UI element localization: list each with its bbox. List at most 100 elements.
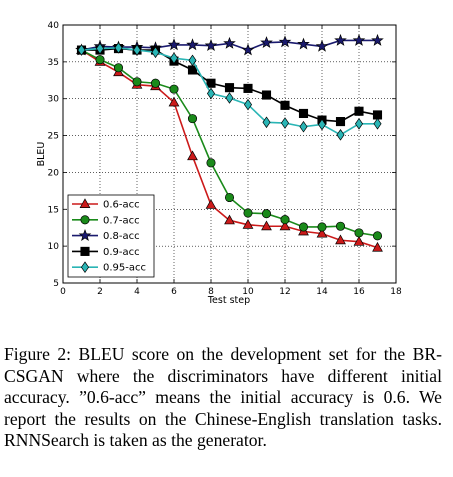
y-tick-label: 40	[48, 21, 60, 31]
legend-entry-0-95-acc: 0.95-acc	[72, 261, 146, 274]
y-tick-label: 30	[48, 95, 60, 105]
plot-frame	[62, 24, 397, 284]
x-tick-label: 18	[390, 287, 402, 297]
axis-ticks: 0 2 4 6 8 10 12 14 16 18 5 10 15 20 25 30 35 40	[48, 21, 402, 297]
data-point-0-9-acc	[372, 110, 383, 120]
x-tick-label: 16	[353, 287, 365, 297]
data-point-0-9-acc	[354, 106, 364, 116]
legend-entry-0-6-acc: 0.6-acc	[72, 198, 140, 211]
legend-marker	[78, 228, 92, 241]
data-point-0-7-acc	[280, 215, 290, 225]
x-tick-label: 4	[134, 287, 140, 297]
data-point-0-95-acc	[132, 44, 142, 56]
legend-entry-0-7-acc: 0.7-acc	[72, 215, 140, 226]
legend-marker	[80, 261, 90, 274]
data-point-0-6-acc	[261, 220, 272, 231]
data-point-0-6-acc	[242, 219, 254, 229]
data-point-0-8-acc	[352, 33, 366, 46]
y-axis-title: BLEU	[36, 142, 47, 167]
data-point-0-95-acc	[373, 117, 382, 130]
legend-marker	[79, 198, 91, 208]
legend-label: 0.7-acc	[103, 215, 140, 226]
data-point-0-9-acc	[280, 100, 290, 110]
legend-marker	[80, 215, 90, 225]
data-point-0-95-acc	[151, 46, 160, 59]
series-0-9-acc	[76, 44, 383, 127]
data-point-0-7-acc	[261, 209, 272, 219]
data-point-0-7-acc	[150, 78, 161, 88]
data-point-0-8-acc	[223, 36, 236, 49]
data-point-0-6-acc	[279, 220, 291, 231]
data-point-0-95-acc	[280, 117, 290, 129]
series-0-7-acc	[76, 45, 383, 241]
data-point-0-95-acc	[243, 98, 253, 111]
legend-label: 0.95-acc	[103, 263, 146, 274]
data-point-0-9-acc	[224, 83, 235, 93]
x-axis-title: Test step	[207, 295, 250, 306]
data-point-0-95-acc	[336, 129, 345, 141]
data-point-0-9-acc	[335, 117, 346, 127]
data-point-0-6-acc	[187, 150, 198, 161]
data-point-0-95-acc	[262, 116, 271, 129]
grid-lines	[63, 25, 396, 283]
data-point-0-9-acc	[261, 90, 272, 100]
legend-label: 0.6-acc	[103, 200, 140, 211]
data-point-0-7-acc	[95, 55, 105, 65]
x-tick-label: 6	[171, 287, 177, 297]
y-tick-label: 15	[48, 205, 59, 215]
y-tick-label: 10	[48, 242, 60, 252]
data-point-0-6-acc	[372, 241, 383, 252]
data-point-0-6-acc	[168, 96, 180, 107]
data-point-0-8-acc	[297, 37, 310, 50]
data-point-0-95-acc	[206, 87, 216, 100]
legend-marker	[80, 246, 90, 256]
data-point-0-8-acc	[204, 39, 218, 51]
data-point-0-6-acc	[316, 227, 328, 238]
y-tick-label: 5	[53, 279, 59, 289]
data-point-0-7-acc	[335, 221, 346, 231]
data-point-0-7-acc	[187, 114, 198, 124]
data-point-0-8-acc	[186, 38, 199, 51]
x-tick-label: 0	[60, 287, 66, 297]
legend: 0.6-acc 0.7-acc 0.8-acc 0.9-acc 0.95-acc	[67, 194, 155, 278]
data-point-0-95-acc	[188, 54, 197, 67]
data-point-0-8-acc	[315, 39, 329, 52]
data-point-0-7-acc	[169, 84, 179, 94]
data-point-0-95-acc	[114, 42, 123, 54]
data-point-0-7-acc	[372, 231, 383, 241]
data-point-0-95-acc	[225, 92, 234, 104]
data-point-0-8-acc	[278, 35, 292, 48]
data-point-0-7-acc	[298, 222, 309, 232]
data-point-0-7-acc	[132, 77, 142, 87]
data-point-0-9-acc	[243, 83, 253, 93]
data-point-0-95-acc	[95, 42, 105, 55]
data-point-0-8-acc	[334, 33, 347, 46]
x-tick-label: 2	[97, 287, 103, 297]
data-point-0-6-acc	[224, 214, 235, 225]
data-point-0-8-acc	[167, 38, 181, 51]
data-point-0-95-acc	[169, 52, 179, 64]
x-tick-label: 12	[279, 287, 290, 297]
data-point-0-95-acc	[77, 44, 86, 56]
x-tick-label: 14	[316, 287, 328, 297]
y-tick-label: 20	[48, 168, 60, 178]
y-tick-label: 35	[48, 58, 59, 68]
series-0-95-acc	[77, 42, 382, 141]
data-point-0-95-acc	[299, 120, 308, 133]
legend-entry-0-9-acc: 0.9-acc	[72, 246, 140, 258]
data-point-0-95-acc	[317, 118, 327, 131]
legend-label: 0.9-acc	[103, 247, 140, 258]
data-point-0-6-acc	[335, 234, 346, 245]
data-point-0-9-acc	[206, 78, 216, 88]
data-point-0-8-acc	[260, 36, 273, 49]
data-point-0-8-acc	[371, 33, 384, 46]
data-point-0-9-acc	[298, 108, 309, 119]
data-point-0-8-acc	[241, 43, 255, 56]
data-point-0-7-acc	[317, 222, 327, 232]
bleu-line-chart: 0 2 4 6 8 10 12 14 16 18 5 10 15 20 25 30 35 40 Test step…	[36, 21, 402, 306]
series-lines	[75, 33, 384, 252]
data-point-0-7-acc	[113, 63, 124, 73]
x-tick-label: 10	[242, 287, 254, 297]
data-point-0-7-acc	[354, 228, 364, 238]
x-tick-label: 8	[208, 287, 214, 297]
